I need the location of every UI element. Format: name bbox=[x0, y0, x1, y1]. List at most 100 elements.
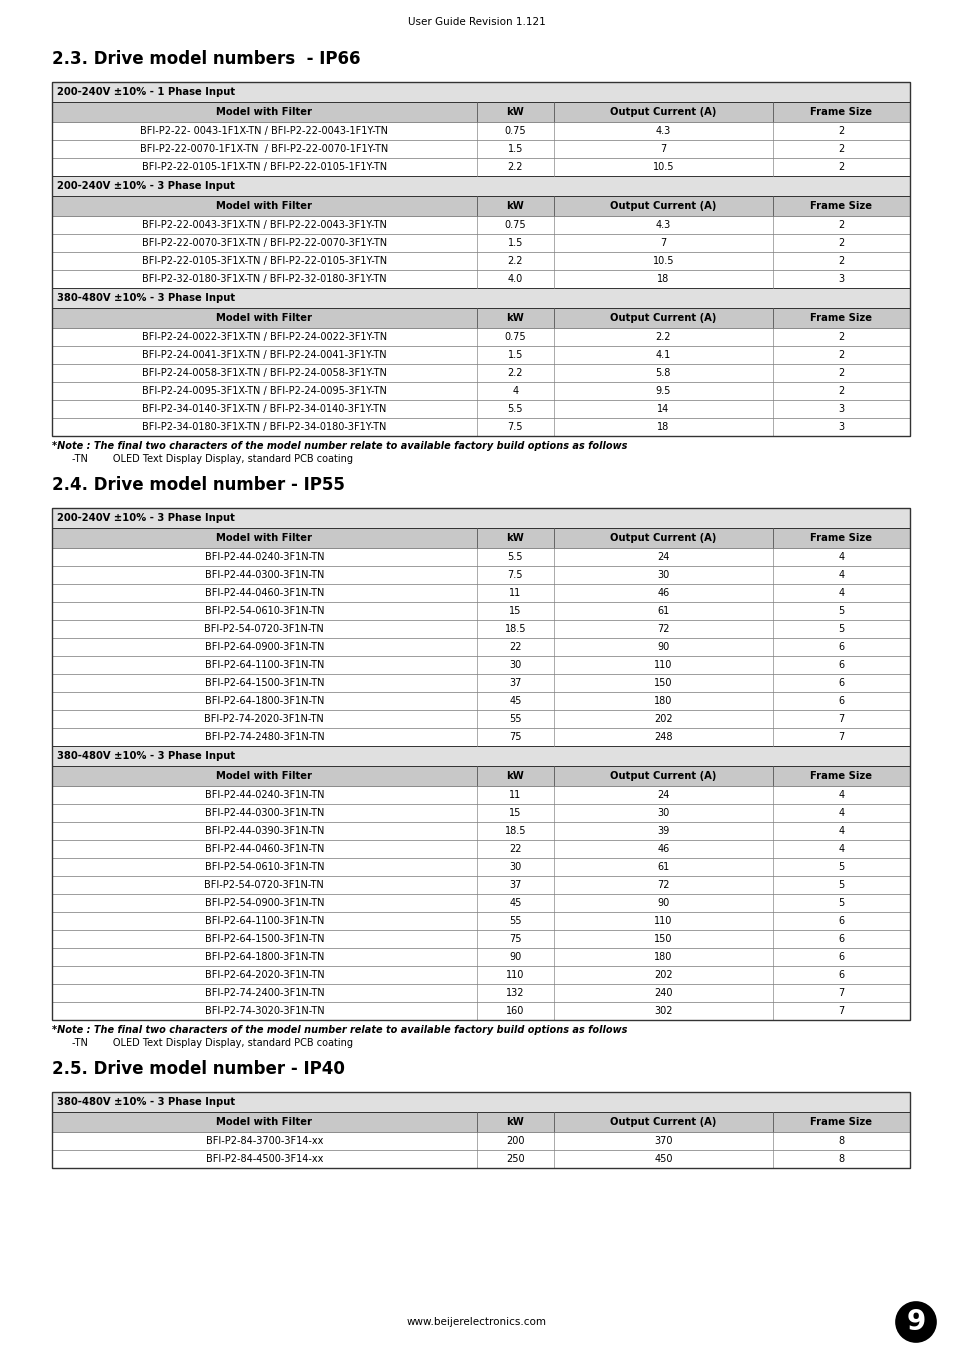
Text: 3: 3 bbox=[838, 423, 843, 432]
Text: 55: 55 bbox=[509, 917, 521, 926]
Text: BFI-P2-32-0180-3F1X-TN / BFI-P2-32-0180-3F1Y-TN: BFI-P2-32-0180-3F1X-TN / BFI-P2-32-0180-… bbox=[142, 274, 386, 284]
Text: 11: 11 bbox=[509, 790, 521, 801]
Text: 5.8: 5.8 bbox=[655, 369, 670, 378]
Text: 200-240V ±10% - 3 Phase Input: 200-240V ±10% - 3 Phase Input bbox=[57, 181, 234, 190]
Text: kW: kW bbox=[506, 1116, 523, 1127]
Text: 30: 30 bbox=[657, 809, 669, 818]
Text: 110: 110 bbox=[654, 660, 672, 670]
Bar bbox=[52, 822, 909, 840]
Text: 6: 6 bbox=[838, 643, 843, 652]
Text: 240: 240 bbox=[654, 988, 672, 998]
Text: 110: 110 bbox=[654, 917, 672, 926]
Text: 18.5: 18.5 bbox=[504, 624, 525, 634]
Bar bbox=[52, 1002, 909, 1021]
Text: *Note : The final two characters of the model number relate to available factory: *Note : The final two characters of the … bbox=[52, 1025, 627, 1035]
Text: 4: 4 bbox=[512, 386, 517, 396]
Text: BFI-P2-44-0300-3F1N-TN: BFI-P2-44-0300-3F1N-TN bbox=[205, 809, 324, 818]
Text: 30: 30 bbox=[657, 570, 669, 580]
Bar bbox=[52, 710, 909, 728]
Text: 4: 4 bbox=[838, 570, 843, 580]
Bar bbox=[52, 639, 909, 656]
Text: 160: 160 bbox=[506, 1006, 524, 1017]
Text: kW: kW bbox=[506, 313, 523, 323]
Bar bbox=[52, 364, 909, 382]
Text: 45: 45 bbox=[509, 898, 521, 909]
Text: 10.5: 10.5 bbox=[652, 162, 674, 171]
Text: User Guide Revision 1.121: User Guide Revision 1.121 bbox=[408, 18, 545, 27]
Bar bbox=[52, 948, 909, 967]
Text: 2.3. Drive model numbers  - IP66: 2.3. Drive model numbers - IP66 bbox=[52, 50, 360, 68]
Text: 132: 132 bbox=[505, 988, 524, 998]
Bar bbox=[52, 1092, 909, 1112]
Text: 180: 180 bbox=[654, 697, 672, 706]
Text: 250: 250 bbox=[505, 1154, 524, 1164]
Text: 4: 4 bbox=[838, 589, 843, 598]
Text: 4: 4 bbox=[838, 790, 843, 801]
Bar bbox=[52, 346, 909, 365]
Text: BFI-P2-84-3700-3F14-xx: BFI-P2-84-3700-3F14-xx bbox=[206, 1135, 323, 1146]
Text: 45: 45 bbox=[509, 697, 521, 706]
Text: 2: 2 bbox=[838, 162, 843, 171]
Text: 200-240V ±10% - 1 Phase Input: 200-240V ±10% - 1 Phase Input bbox=[57, 86, 234, 97]
Circle shape bbox=[895, 1301, 935, 1342]
Bar bbox=[52, 930, 909, 948]
Text: BFI-P2-74-2020-3F1N-TN: BFI-P2-74-2020-3F1N-TN bbox=[204, 714, 324, 724]
Text: kW: kW bbox=[506, 533, 523, 543]
Text: 7.5: 7.5 bbox=[507, 570, 522, 580]
Text: Model with Filter: Model with Filter bbox=[216, 313, 312, 323]
Text: 46: 46 bbox=[657, 589, 669, 598]
Text: BFI-P2-34-0180-3F1X-TN / BFI-P2-34-0180-3F1Y-TN: BFI-P2-34-0180-3F1X-TN / BFI-P2-34-0180-… bbox=[142, 423, 386, 432]
Text: Model with Filter: Model with Filter bbox=[216, 533, 312, 543]
Text: BFI-P2-74-2400-3F1N-TN: BFI-P2-74-2400-3F1N-TN bbox=[204, 988, 324, 998]
Text: 180: 180 bbox=[654, 952, 672, 963]
Text: BFI-P2-64-1500-3F1N-TN: BFI-P2-64-1500-3F1N-TN bbox=[204, 678, 324, 688]
Text: 110: 110 bbox=[506, 971, 524, 980]
Text: 9: 9 bbox=[905, 1308, 924, 1336]
Text: 11: 11 bbox=[509, 589, 521, 598]
Bar bbox=[52, 728, 909, 747]
Bar bbox=[52, 913, 909, 930]
Bar bbox=[52, 747, 909, 765]
Text: 2.2: 2.2 bbox=[507, 162, 522, 171]
Text: BFI-P2-24-0095-3F1X-TN / BFI-P2-24-0095-3F1Y-TN: BFI-P2-24-0095-3F1X-TN / BFI-P2-24-0095-… bbox=[142, 386, 386, 396]
Bar bbox=[52, 1133, 909, 1150]
Text: 61: 61 bbox=[657, 863, 669, 872]
Text: BFI-P2-64-0900-3F1N-TN: BFI-P2-64-0900-3F1N-TN bbox=[205, 643, 324, 652]
Text: 14: 14 bbox=[657, 404, 669, 414]
Text: *Note : The final two characters of the model number relate to available factory: *Note : The final two characters of the … bbox=[52, 441, 627, 451]
Text: 200: 200 bbox=[505, 1135, 524, 1146]
Text: www.beijerelectronics.com: www.beijerelectronics.com bbox=[407, 1318, 546, 1327]
Text: BFI-P2-64-1500-3F1N-TN: BFI-P2-64-1500-3F1N-TN bbox=[204, 934, 324, 944]
Text: BFI-P2-54-0610-3F1N-TN: BFI-P2-54-0610-3F1N-TN bbox=[204, 606, 324, 616]
Text: 72: 72 bbox=[657, 624, 669, 634]
Text: 370: 370 bbox=[654, 1135, 672, 1146]
Text: 0.75: 0.75 bbox=[504, 332, 526, 342]
Bar bbox=[52, 418, 909, 436]
Text: 1.5: 1.5 bbox=[507, 350, 522, 360]
Text: 7: 7 bbox=[838, 714, 843, 724]
Text: 2: 2 bbox=[838, 220, 843, 230]
Text: kW: kW bbox=[506, 201, 523, 211]
Text: 1.5: 1.5 bbox=[507, 144, 522, 154]
Bar bbox=[52, 528, 909, 548]
Text: 5.5: 5.5 bbox=[507, 404, 522, 414]
Text: 7: 7 bbox=[838, 988, 843, 998]
Text: -TN        OLED Text Display Display, standard PCB coating: -TN OLED Text Display Display, standard … bbox=[71, 454, 353, 464]
Text: kW: kW bbox=[506, 107, 523, 117]
Text: 7: 7 bbox=[838, 732, 843, 742]
Text: Output Current (A): Output Current (A) bbox=[610, 201, 716, 211]
Text: 380-480V ±10% - 3 Phase Input: 380-480V ±10% - 3 Phase Input bbox=[57, 751, 234, 761]
Text: BFI-P2-22-0105-1F1X-TN / BFI-P2-22-0105-1F1Y-TN: BFI-P2-22-0105-1F1X-TN / BFI-P2-22-0105-… bbox=[142, 162, 387, 171]
Text: 6: 6 bbox=[838, 660, 843, 670]
Bar bbox=[52, 840, 909, 859]
Text: BFI-P2-54-0720-3F1N-TN: BFI-P2-54-0720-3F1N-TN bbox=[204, 880, 324, 890]
Text: Model with Filter: Model with Filter bbox=[216, 771, 312, 782]
Text: 6: 6 bbox=[838, 697, 843, 706]
Text: Frame Size: Frame Size bbox=[809, 313, 871, 323]
Bar bbox=[52, 82, 909, 436]
Text: 75: 75 bbox=[509, 732, 521, 742]
Bar bbox=[52, 1092, 909, 1168]
Text: Frame Size: Frame Size bbox=[809, 771, 871, 782]
Text: BFI-P2-24-0058-3F1X-TN / BFI-P2-24-0058-3F1Y-TN: BFI-P2-24-0058-3F1X-TN / BFI-P2-24-0058-… bbox=[142, 369, 386, 378]
Text: BFI-P2-34-0140-3F1X-TN / BFI-P2-34-0140-3F1Y-TN: BFI-P2-34-0140-3F1X-TN / BFI-P2-34-0140-… bbox=[142, 404, 386, 414]
